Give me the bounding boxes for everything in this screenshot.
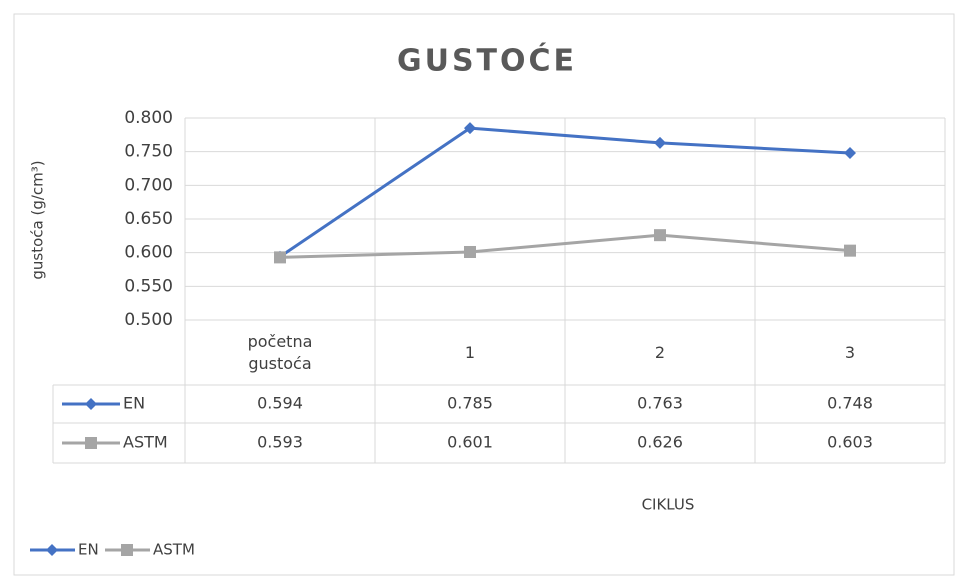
marker — [844, 244, 856, 257]
marker — [274, 251, 286, 264]
chart-title: GUSTOĆE — [397, 42, 577, 79]
y-tick-label: 0.700 — [124, 175, 173, 195]
table-value: 0.763 — [637, 394, 683, 413]
table-value: 0.626 — [637, 433, 683, 452]
y-tick-label: 0.500 — [124, 310, 173, 330]
marker — [654, 229, 666, 242]
marker — [85, 398, 97, 410]
x-tick-label: 1 — [464, 342, 476, 362]
marker — [654, 136, 666, 149]
y-tick-label: 0.600 — [124, 243, 173, 263]
table-value: 0.748 — [827, 394, 873, 413]
table-value: 0.785 — [447, 394, 493, 413]
table-series-name: EN — [123, 394, 145, 413]
y-tick-label: 0.650 — [124, 209, 173, 229]
y-axis-label: gustoća (g/cm³) — [29, 160, 47, 279]
marker — [85, 437, 97, 449]
table-series-name: ASTM — [123, 433, 168, 452]
x-tick-label: početna gustoća — [247, 331, 313, 373]
x-tick-label: 3 — [844, 342, 856, 362]
legend-label: ASTM — [153, 541, 195, 559]
table-value: 0.601 — [447, 433, 493, 452]
series-line — [279, 126, 851, 258]
table-value: 0.603 — [827, 433, 873, 452]
y-tick-label: 0.800 — [124, 108, 173, 128]
marker — [464, 245, 476, 258]
table-value: 0.593 — [257, 433, 303, 452]
marker — [46, 544, 58, 556]
chart-frame — [13, 13, 955, 576]
legend-label: EN — [78, 541, 99, 559]
marker — [121, 544, 133, 556]
series-line — [279, 233, 851, 259]
marker — [464, 122, 476, 135]
table-value: 0.594 — [257, 394, 303, 413]
y-tick-label: 0.550 — [124, 276, 173, 296]
y-tick-label: 0.750 — [124, 142, 173, 162]
x-tick-label: 2 — [654, 342, 666, 362]
marker — [844, 147, 856, 160]
x-axis-label: CIKLUS — [642, 496, 695, 514]
